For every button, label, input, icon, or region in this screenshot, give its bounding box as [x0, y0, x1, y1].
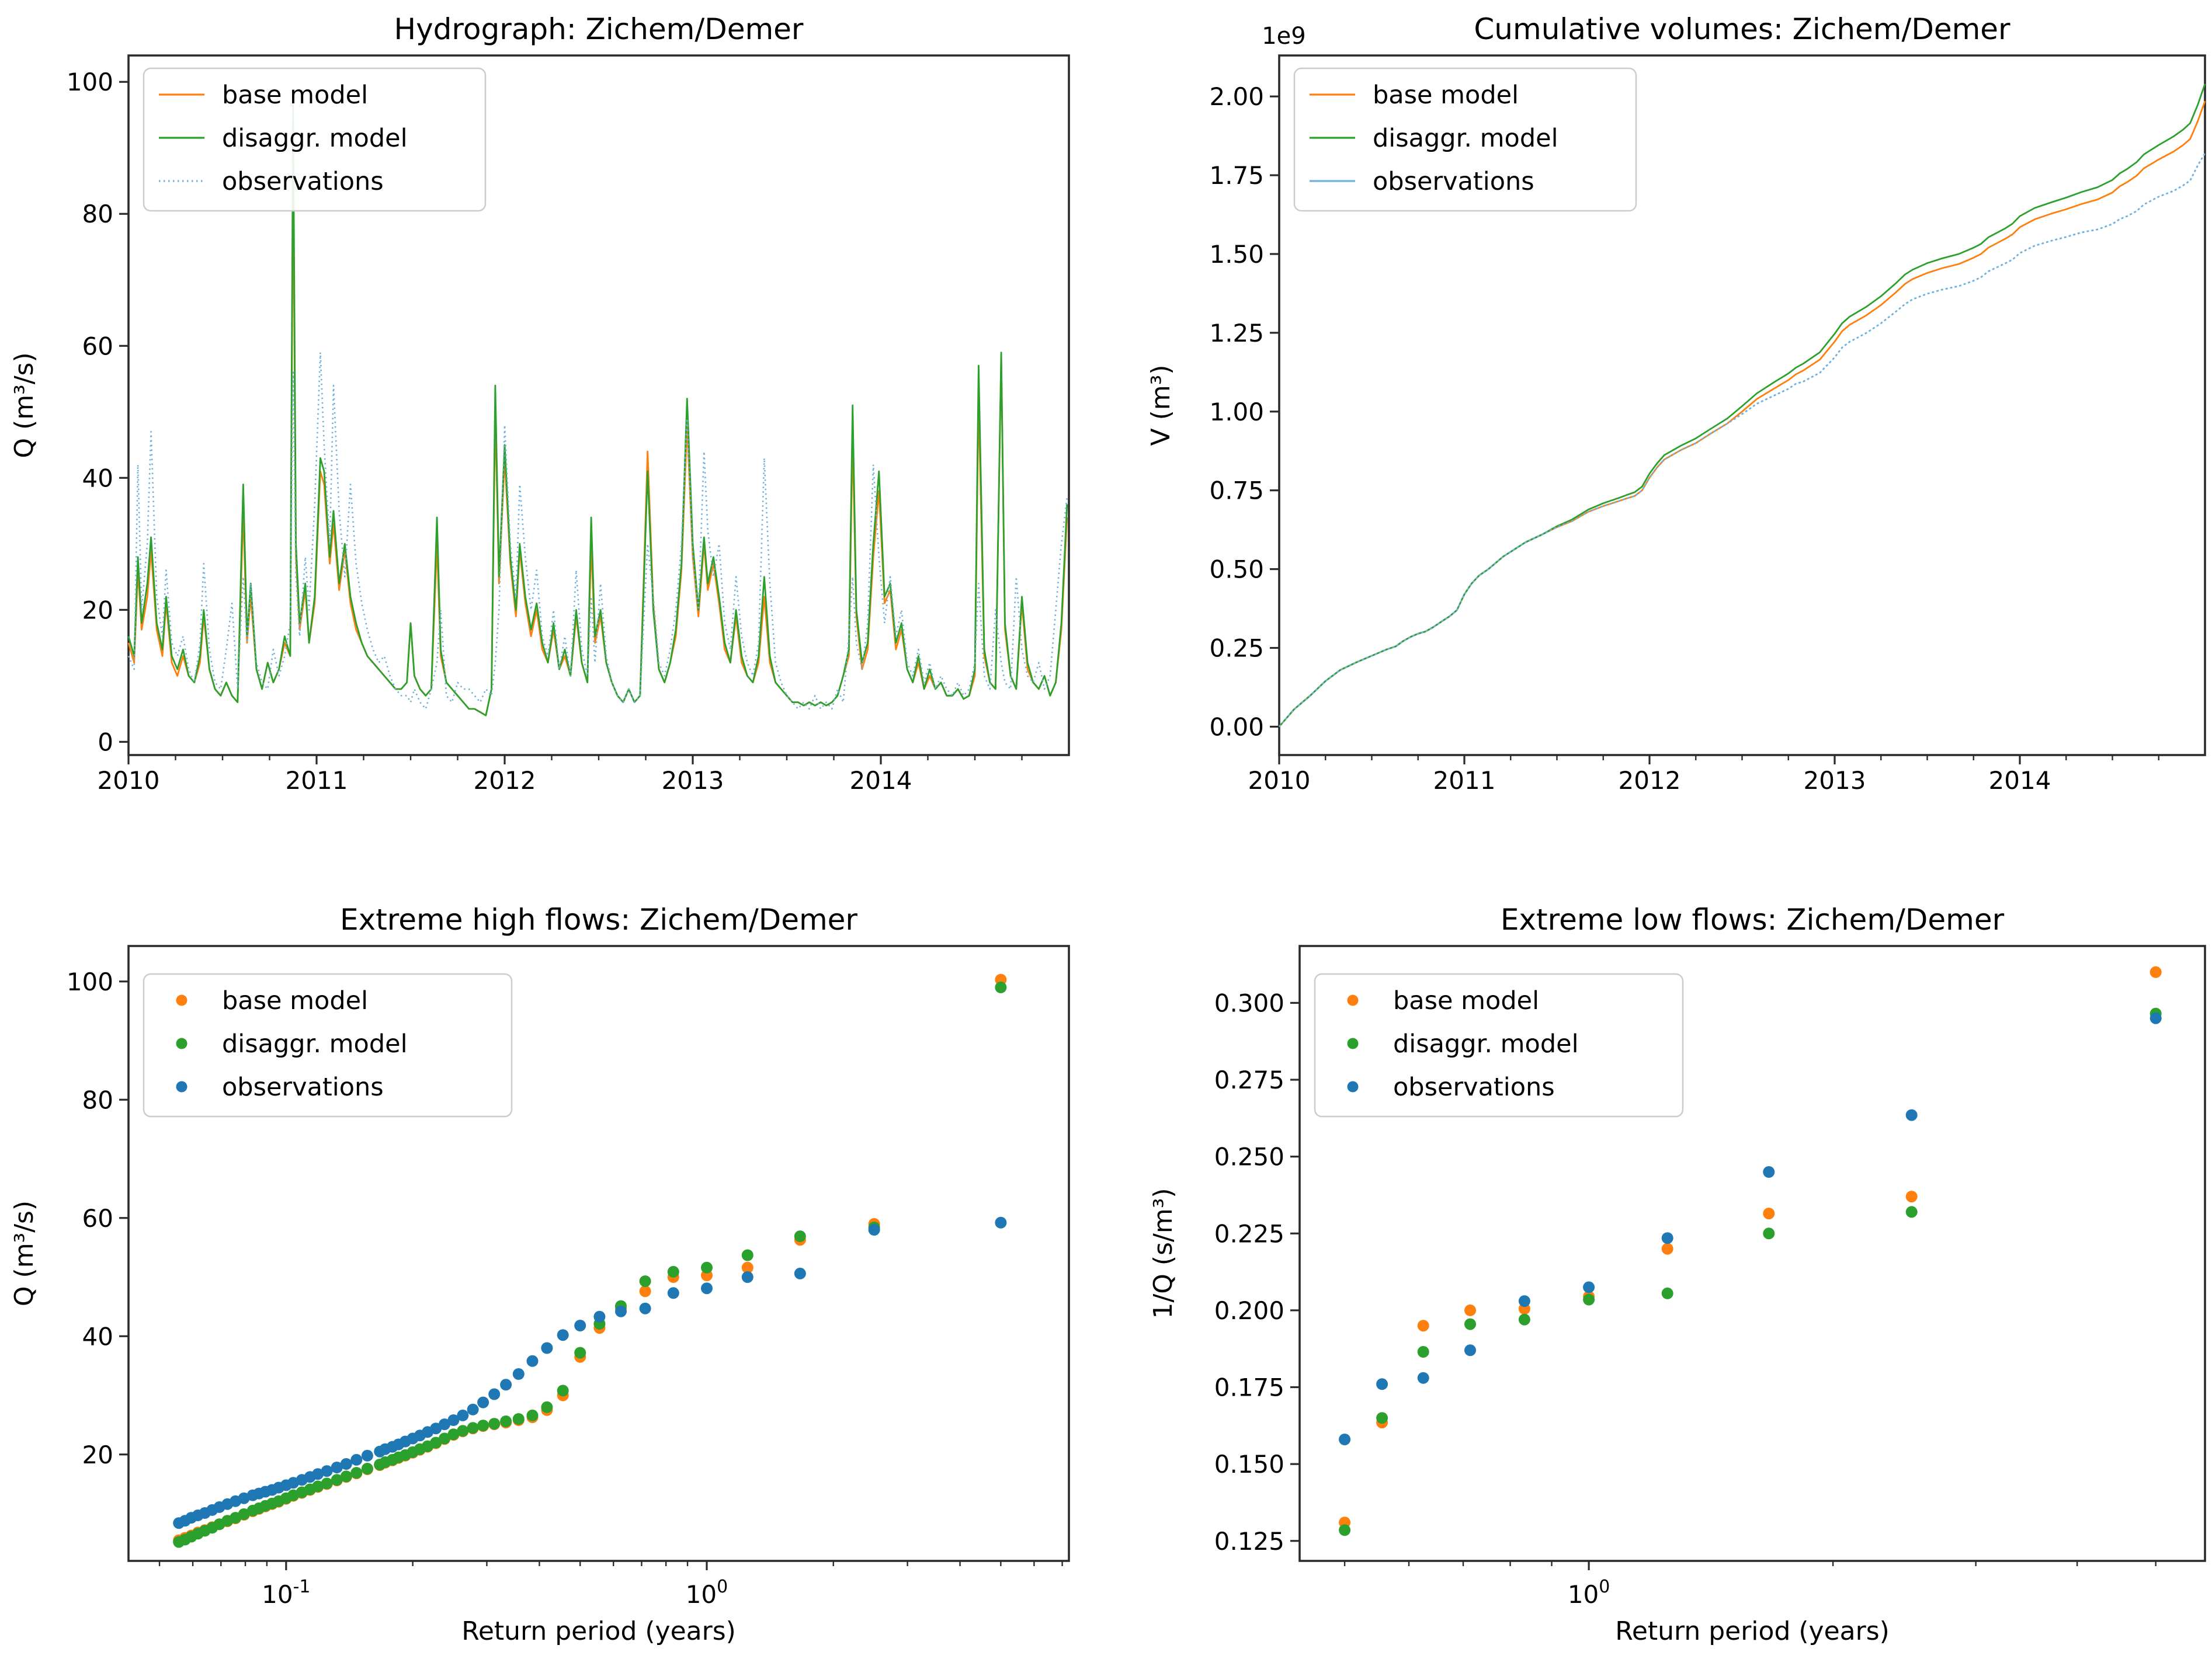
- x-tick-label: 2014: [1989, 766, 2051, 795]
- chart-title-high_flows: Extreme high flows: Zichem/Demer: [340, 903, 857, 937]
- y-tick-label: 0.200: [1214, 1296, 1284, 1325]
- y-tick-label: 0.175: [1214, 1373, 1284, 1402]
- svg-text:10-1: 10-1: [262, 1577, 310, 1609]
- y-tick-label: 100: [67, 68, 113, 96]
- y-tick-label: 1.00: [1209, 398, 1264, 426]
- low_flows-series-observations: [1339, 1012, 2162, 1445]
- x-tick-label: 2013: [662, 766, 724, 795]
- y-tick-label: 1.50: [1209, 240, 1264, 269]
- y-tick-label: 0.225: [1214, 1219, 1284, 1248]
- svg-text:100: 100: [1568, 1577, 1610, 1609]
- cumulative-series-observations: [1278, 152, 2206, 728]
- axes-cumulative: 2010 2011 2012 2013 2014 0.00 0.25 0.50 0.75 1.00…: [1209, 54, 2206, 795]
- y-tick-label: 80: [82, 1086, 113, 1114]
- y-tick-label: 100: [67, 968, 113, 996]
- cumulative-series-disaggr-model: [1278, 84, 2206, 728]
- y-tick-label: 40: [82, 1322, 113, 1351]
- y-tick-label: 20: [82, 596, 113, 624]
- y-tick-label: 1.25: [1209, 319, 1264, 347]
- y-tick-label: 60: [82, 332, 113, 360]
- high_flows-series-observations: [173, 1216, 1007, 1529]
- legend-label: observations: [1393, 1073, 1555, 1102]
- plot-area-border: [127, 945, 1070, 1562]
- y-tick-label: 0.00: [1209, 712, 1264, 741]
- y-tick-label: 80: [82, 200, 113, 228]
- x-tick-label: 2012: [1619, 766, 1681, 795]
- legend-hydrograph: base model disaggr. model observations: [143, 67, 487, 212]
- legend-label: base model: [222, 986, 368, 1015]
- y-tick-label: 0.25: [1209, 634, 1264, 663]
- chart-hydrograph: Hydrograph: Zichem/Demer Q (m³/s) 2010 2011…: [0, 0, 1106, 833]
- x-axis-label: Return period (years): [461, 1616, 736, 1646]
- x-tick-label: 2010: [98, 766, 160, 795]
- x-tick-label: 2013: [1804, 766, 1866, 795]
- y-axis-label: 1/Q (s/m³): [1148, 1188, 1178, 1319]
- y-tick-label: 2.00: [1209, 82, 1264, 111]
- legend-cumulative: base model disaggr. model observations: [1293, 67, 1637, 212]
- chart-title-hydrograph: Hydrograph: Zichem/Demer: [394, 12, 803, 46]
- chart-title-low_flows: Extreme low flows: Zichem/Demer: [1501, 903, 2005, 937]
- y-tick-label: 0.50: [1209, 555, 1264, 584]
- legend-label: observations: [222, 1073, 384, 1102]
- chart-svg-cumulative: Cumulative volumes: Zichem/Demer 1e9 V (m³…: [1146, 12, 2206, 795]
- y-axis-label: Q (m³/s): [9, 1201, 39, 1306]
- hydrograph-series-observations: [127, 352, 1068, 710]
- x-tick-label: 2012: [474, 766, 536, 795]
- hydrograph-series-disaggr-model: [127, 100, 1068, 717]
- legend-label: base model: [222, 81, 368, 110]
- y-axis-label: V (m³): [1146, 365, 1176, 446]
- legend-low_flows: base model disaggr. model observations: [1314, 973, 1684, 1118]
- x-tick-label: 2011: [1433, 766, 1496, 795]
- axes-low_flows: 100 0.125 0.150 0.175 0.200 0.225 0.250 0.275 0.…: [1214, 945, 2206, 1609]
- svg-text:100: 100: [686, 1577, 728, 1609]
- y-tick-label: 60: [82, 1204, 113, 1233]
- y-tick-label: 0.75: [1209, 477, 1264, 505]
- axes-hydrograph: 2010 2011 2012 2013 2014 0 20 40 60 80 100: [67, 54, 1070, 795]
- y-tick-label: 0.300: [1214, 989, 1284, 1017]
- plot-area-border: [1298, 945, 2206, 1562]
- chart-svg-hydrograph: Hydrograph: Zichem/Demer Q (m³/s) 2010 2011…: [9, 12, 1070, 795]
- chart-title-cumulative: Cumulative volumes: Zichem/Demer: [1474, 12, 2010, 46]
- chart-cumulative-volumes: Cumulative volumes: Zichem/Demer 1e9 V (m³…: [1106, 0, 2212, 833]
- axis-offset-label: 1e9: [1262, 23, 1306, 50]
- y-tick-label: 0.250: [1214, 1143, 1284, 1171]
- y-tick-label: 0.275: [1214, 1066, 1284, 1094]
- chart-extreme-low-flows: Extreme low flows: Zichem/Demer 1/Q (s/m³…: [1106, 833, 2212, 1666]
- y-axis-label: Q (m³/s): [9, 352, 39, 458]
- plot-area-border: [127, 54, 1070, 756]
- y-tick-label: 20: [82, 1441, 113, 1469]
- legend-label: observations: [222, 167, 384, 196]
- y-tick-label: 0.150: [1214, 1450, 1284, 1479]
- x-axis-label: Return period (years): [1615, 1616, 1890, 1646]
- y-tick-label: 0.125: [1214, 1527, 1284, 1556]
- legend-label: disaggr. model: [1393, 1029, 1579, 1059]
- x-tick-label: 2014: [850, 766, 912, 795]
- y-tick-label: 40: [82, 464, 113, 492]
- chart-svg-low_flows: Extreme low flows: Zichem/Demer 1/Q (s/m³…: [1148, 903, 2206, 1646]
- x-tick-label: 2011: [286, 766, 348, 795]
- x-tick-label: 2010: [1248, 766, 1311, 795]
- legend-label: disaggr. model: [222, 1029, 408, 1059]
- chart-svg-high_flows: Extreme high flows: Zichem/Demer Q (m³/s)…: [9, 903, 1070, 1646]
- legend-label: base model: [1373, 81, 1519, 110]
- legend-label: base model: [1393, 986, 1539, 1015]
- legend-high_flows: base model disaggr. model observations: [143, 973, 513, 1118]
- axes-high_flows: 10-1 100 20 40 60 80 100: [67, 945, 1070, 1609]
- plot-area-border: [1278, 54, 2206, 756]
- chart-extreme-high-flows: Extreme high flows: Zichem/Demer Q (m³/s)…: [0, 833, 1106, 1666]
- legend-label: observations: [1373, 167, 1534, 196]
- legend-label: disaggr. model: [222, 124, 408, 153]
- y-tick-label: 0: [98, 728, 113, 756]
- y-tick-label: 1.75: [1209, 161, 1264, 190]
- legend-label: disaggr. model: [1373, 124, 1558, 153]
